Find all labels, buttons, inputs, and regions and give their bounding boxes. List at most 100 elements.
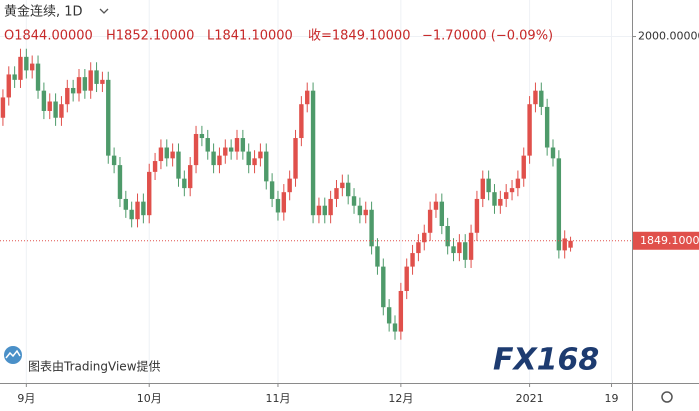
candle-body [228, 147, 234, 152]
x-tick-label: 10月 [137, 392, 162, 405]
candle-body [182, 178, 187, 189]
x-tick-label: 12月 [388, 392, 413, 405]
candle-body [480, 178, 485, 199]
candle-body [258, 151, 263, 159]
candle-body [392, 323, 398, 332]
candle-body [234, 138, 240, 152]
x-tick-label: 9月 [17, 392, 35, 405]
candle-body [264, 151, 269, 182]
ohlc-header-value: O1844.00000 [4, 29, 93, 44]
candle-body [404, 266, 409, 291]
candle-body [433, 201, 439, 210]
candle-body [275, 198, 281, 213]
candle-body [41, 90, 47, 111]
logo-glyph [5, 349, 21, 359]
candle-body [328, 198, 333, 216]
candle-body [299, 104, 304, 139]
candle-body [351, 196, 357, 206]
candle-body [503, 192, 509, 199]
ohlc-header-value: H1852.10000 [106, 29, 194, 44]
attribution[interactable]: 图表由TradingView提供 [28, 359, 161, 374]
candle-body [12, 74, 17, 80]
candle-body [498, 198, 503, 206]
candle-body [550, 147, 556, 159]
settings-icon[interactable] [661, 391, 673, 403]
candle-body [486, 178, 491, 193]
candle-body [521, 155, 526, 179]
candle-body [170, 151, 175, 159]
candle-body [59, 104, 64, 118]
candle-body [293, 138, 298, 179]
candle-body [340, 182, 345, 189]
candle-body [457, 242, 462, 254]
candle-body [427, 209, 433, 233]
y-tick-label: 2000.00000 [638, 30, 699, 43]
candle-body [334, 188, 339, 199]
candle-body [211, 151, 216, 166]
candle-body [381, 266, 386, 308]
candle-body [468, 232, 474, 260]
candle-body [29, 63, 35, 71]
candle-body [65, 87, 70, 105]
candle-body [439, 201, 445, 227]
candle-body [451, 246, 456, 254]
candle-body [240, 138, 246, 152]
watermark: FX168 [493, 343, 599, 378]
candle-body [527, 104, 532, 156]
candle-body [357, 205, 363, 216]
candle-body [398, 290, 404, 332]
candle-body [369, 209, 374, 247]
candle-body [129, 209, 134, 220]
x-tick-label: 11月 [265, 392, 290, 405]
candle-body [509, 188, 515, 193]
candle-body [106, 79, 111, 156]
candle-body [445, 226, 450, 247]
candle-body [269, 181, 275, 199]
candle-body [345, 182, 351, 197]
candle-body [187, 165, 193, 189]
candle-body [205, 138, 210, 152]
candle-body [53, 101, 58, 118]
candle-body [176, 151, 181, 179]
candle-body [152, 161, 158, 172]
candle-body [199, 133, 205, 139]
candle-body [492, 192, 497, 206]
candle-body [94, 70, 99, 84]
x-tick-label: 19 [605, 392, 619, 405]
candle-body [568, 240, 573, 248]
candle-body [18, 56, 23, 80]
candle-body [316, 205, 322, 216]
candle-body [223, 147, 228, 156]
ohlc-header-value: 收=1849.10000 [308, 29, 410, 44]
candle-body [164, 147, 169, 159]
candle-body [0, 97, 6, 118]
candle-body [76, 77, 82, 94]
candle-body [310, 90, 316, 216]
candle-body [375, 246, 380, 267]
candle-body [217, 155, 222, 166]
candle-body [386, 307, 392, 324]
candle-body [70, 87, 76, 94]
candle-body [556, 158, 562, 251]
ohlc-header-value: L1841.10000 [207, 29, 293, 44]
dropdown-icon[interactable] [99, 8, 109, 14]
candle-body [82, 77, 88, 91]
candle-body [158, 147, 164, 162]
candle-body [111, 155, 117, 166]
chart-title: 黄金连续, 1D [4, 4, 83, 20]
candle-body [287, 178, 292, 193]
candle-body [416, 242, 421, 254]
candle-body [539, 90, 544, 107]
ohlc-header-value: −1.70000 (−0.09%) [422, 29, 553, 44]
candle-body [363, 209, 368, 216]
candle-body [88, 70, 93, 91]
candle-body [246, 151, 251, 166]
candle-body [24, 56, 29, 71]
candle-body [6, 74, 11, 98]
candle-body [100, 79, 105, 84]
candle-body [117, 165, 123, 199]
candle-body [463, 242, 468, 260]
candle-body [410, 253, 415, 267]
candle-body [422, 232, 427, 243]
